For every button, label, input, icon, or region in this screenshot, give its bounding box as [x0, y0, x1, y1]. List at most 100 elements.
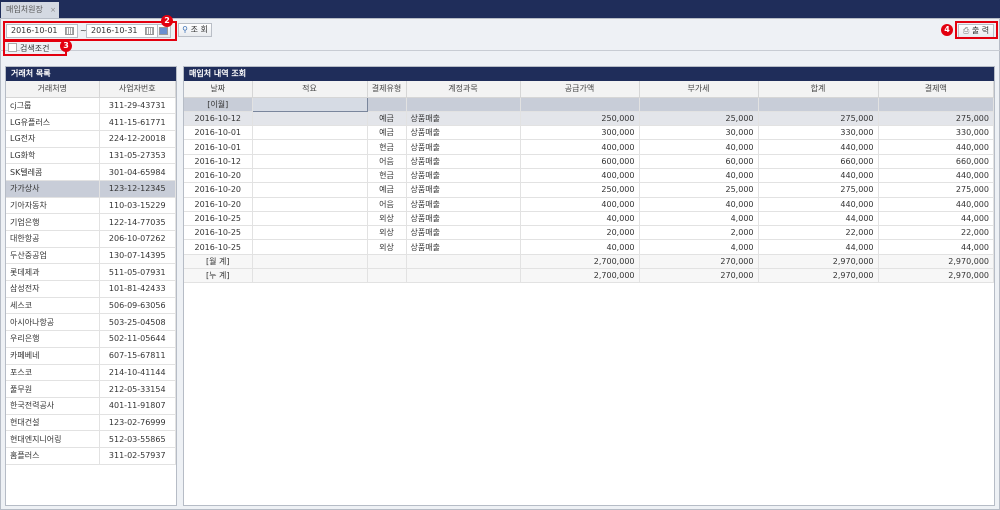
memo-cell [252, 182, 368, 198]
table-row[interactable]: 2016-10-12 예금 상품매출 250,000 25,000 275,000 275,… [184, 111, 994, 127]
vendor-row[interactable]: 기업은행 122-14-77035 [6, 213, 176, 231]
vendor-row[interactable]: 가가상사 123-12-12345 [6, 180, 176, 198]
vendor-row[interactable]: 한국전력공사 401-11-91807 [6, 397, 176, 415]
vendor-row[interactable]: 두산중공업 130-07-14395 [6, 247, 176, 265]
account-cell: 상품매출 [406, 139, 521, 155]
date-cell: 2016-10-20 [184, 197, 253, 212]
business-number-cell: 506-09-63056 [99, 297, 176, 315]
payment-type-cell: 예금 [367, 182, 407, 198]
account-cell [406, 97, 521, 112]
vendor-row[interactable]: 홈플러스 311-02-57937 [6, 447, 176, 465]
memo-cell [252, 197, 368, 212]
col-payment-type: 결제유형 [367, 81, 407, 98]
carry-over-row: [이월] [184, 96, 994, 112]
vendor-row[interactable]: SK텔레콤 301-04-65984 [6, 163, 176, 181]
print-label: 출 력 [971, 26, 990, 35]
supply-amount-cell: 2,700,000 [520, 268, 640, 284]
date-from-value: 2016-10-01 [11, 26, 58, 35]
vendor-row[interactable]: 대한항공 206-10-07262 [6, 230, 176, 248]
supply-amount-cell: 40,000 [520, 211, 640, 227]
supply-amount-cell: 250,000 [520, 182, 640, 198]
vendor-name-cell: 기아자동차 [6, 197, 100, 215]
vat-cell: 270,000 [639, 268, 759, 284]
date-from-input[interactable]: 2016-10-01 [6, 24, 78, 38]
vendor-row[interactable]: 카페베네 607-15-67811 [6, 347, 176, 365]
supply-amount-cell: 600,000 [520, 154, 640, 169]
filter-checkbox[interactable] [8, 43, 17, 52]
table-row[interactable]: 2016-10-25 외상 상품매출 20,000 2,000 22,000 22,000 [184, 225, 994, 241]
business-number-cell: 401-11-91807 [99, 397, 176, 415]
memo-cell [252, 168, 368, 184]
business-number-cell: 123-12-12345 [99, 180, 176, 198]
close-icon[interactable]: × [50, 6, 56, 14]
vendor-row[interactable]: 기아자동차 110-03-15229 [6, 197, 176, 215]
business-number-cell: 101-81-42433 [99, 280, 176, 298]
supply-amount-cell: 400,000 [520, 168, 640, 184]
col-account: 계정과목 [406, 81, 521, 98]
vendor-row[interactable]: 삼성전자 101-81-42433 [6, 280, 176, 298]
total-cell [758, 97, 879, 112]
table-row[interactable]: 2016-10-01 현금 상품매출 400,000 40,000 440,000 440,… [184, 139, 994, 155]
divider [0, 50, 1000, 51]
total-cell: 2,970,000 [758, 268, 879, 284]
search-button[interactable]: ⚲ 조 회 [178, 23, 212, 37]
date-cell: 2016-10-20 [184, 182, 253, 198]
supply-amount-cell: 20,000 [520, 225, 640, 241]
paid-amount-cell: 44,000 [878, 211, 994, 227]
vendor-row[interactable]: LG화학 131-05-27353 [6, 147, 176, 165]
vendor-table: 거래처명 사업자번호 cj그룹 311-29-43731 LG유플러스 411-15-6… [6, 81, 176, 465]
col-vat: 부가세 [639, 81, 759, 98]
business-number-cell: 301-04-65984 [99, 163, 176, 181]
vendor-row[interactable]: LG전자 224-12-20018 [6, 130, 176, 148]
vat-cell: 25,000 [639, 111, 759, 127]
calendar-icon[interactable] [65, 27, 74, 35]
vendor-row[interactable]: 아시아나항공 503-25-04508 [6, 313, 176, 332]
tab-purchase-ledger[interactable]: 매입처원장 × [1, 2, 59, 18]
memo-cell[interactable] [251, 96, 368, 112]
vendor-row[interactable]: 우리은행 502-11-05644 [6, 330, 176, 348]
vendor-row[interactable]: 포스코 214-10-41144 [6, 364, 176, 382]
total-cell: 440,000 [758, 168, 879, 184]
vendor-name-cell: 포스코 [6, 364, 100, 382]
date-to-input[interactable]: 2016-10-31 [86, 24, 158, 38]
col-vendor-name: 거래처명 [6, 81, 100, 98]
table-row[interactable]: 2016-10-20 현금 상품매출 400,000 40,000 440,000 440,… [184, 168, 994, 184]
vendor-row[interactable]: 롯데제과 511-05-07931 [6, 263, 176, 282]
vendor-row[interactable]: 풀무원 212-05-33154 [6, 380, 176, 398]
callout-box-3 [3, 40, 67, 56]
vendor-name-cell: cj그룹 [6, 97, 100, 115]
payment-type-cell: 예금 [367, 125, 407, 141]
account-cell: 상품매출 [406, 239, 521, 255]
printer-icon: ⎙ [962, 26, 970, 35]
memo-cell [252, 154, 368, 169]
supply-amount-cell: 400,000 [520, 139, 640, 155]
col-supply-amount: 공급가액 [520, 81, 640, 98]
table-row[interactable]: 2016-10-12 어음 상품매출 600,000 60,000 660,000 660,… [184, 154, 994, 169]
col-date: 날짜 [184, 81, 253, 98]
calendar-icon[interactable] [145, 27, 154, 35]
vendor-row[interactable]: 현대엔지니어링 512-03-55865 [6, 430, 176, 448]
vat-cell: 2,000 [639, 225, 759, 241]
business-number-cell: 212-05-33154 [99, 380, 176, 398]
search-icon: ⚲ [182, 25, 189, 34]
total-cell: 22,000 [758, 225, 879, 241]
table-row[interactable]: 2016-10-25 외상 상품매출 40,000 4,000 44,000 44,000 [184, 239, 994, 255]
table-row[interactable]: 2016-10-20 어음 상품매출 400,000 40,000 440,000 440,… [184, 197, 994, 212]
vendor-row[interactable]: LG유플러스 411-15-61771 [6, 113, 176, 131]
business-number-cell: 311-29-43731 [99, 97, 176, 115]
table-row[interactable]: 2016-10-20 예금 상품매출 250,000 25,000 275,000 275,… [184, 182, 994, 198]
vendor-row[interactable]: cj그룹 311-29-43731 [6, 97, 176, 115]
payment-type-cell [367, 254, 407, 270]
table-row[interactable]: 2016-10-25 외상 상품매출 40,000 4,000 44,000 44,000 [184, 211, 994, 227]
col-paid-amount: 결제액 [878, 81, 994, 98]
table-row[interactable]: 2016-10-01 예금 상품매출 300,000 30,000 330,000 330,… [184, 125, 994, 141]
payment-type-cell: 현금 [367, 168, 407, 184]
vendor-row[interactable]: 현대건설 123-02-76999 [6, 414, 176, 432]
vendor-row[interactable]: 세스코 506-09-63056 [6, 297, 176, 315]
business-number-cell: 503-25-04508 [99, 313, 176, 332]
callout-box-4 [955, 21, 998, 39]
paid-amount-cell: 275,000 [878, 182, 994, 198]
paid-amount-cell: 44,000 [878, 239, 994, 255]
memo-cell [252, 239, 368, 255]
vendor-name-cell: 가가상사 [6, 180, 100, 198]
